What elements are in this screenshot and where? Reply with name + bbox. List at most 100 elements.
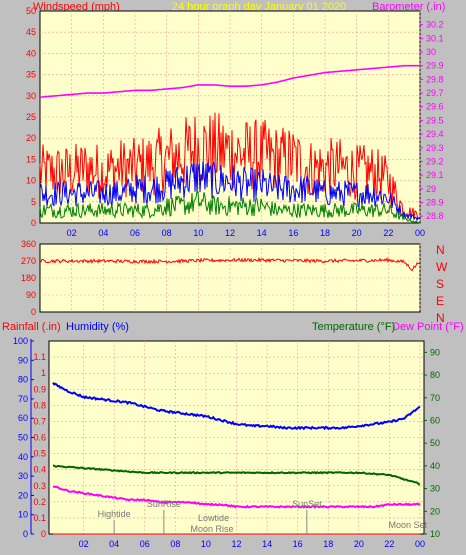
humidity-y-tick: 30 (18, 471, 28, 481)
event-label: Hightide (98, 509, 131, 519)
hum-temp-x-tick: 16 (293, 539, 303, 549)
temperature-y-tick: 20 (430, 506, 440, 516)
wind-y-tick: 20 (26, 133, 36, 143)
temperature-y-tick: 10 (430, 529, 440, 539)
compass-n: N (436, 311, 445, 325)
wind-series (39, 112, 421, 224)
wind-y-tick: 45 (26, 27, 36, 37)
dewpoint-line (52, 485, 421, 509)
hum-temp-grid (49, 341, 424, 534)
temperature-y-tick: 90 (430, 347, 440, 357)
direction-y-tick: 90 (26, 290, 36, 300)
direction-axis: 0 90 180 270 360 (21, 239, 36, 317)
wind-y-tick: 35 (26, 70, 36, 80)
hum-temp-x-tick: 10 (201, 539, 211, 549)
hum-temp-x-tick: 20 (354, 539, 364, 549)
direction-y-tick: 0 (31, 307, 36, 317)
wind-grid (40, 11, 421, 223)
hum-temp-x-tick: 02 (79, 539, 89, 549)
baro-y-tick: 30.1 (426, 33, 444, 43)
wind-x-tick: 04 (98, 228, 108, 238)
compass-w: W (436, 260, 448, 274)
wind-x-tick: 12 (225, 228, 235, 238)
wind-x-tick: 16 (288, 228, 298, 238)
wind-x-tick: 08 (162, 228, 172, 238)
direction-y-tick: 180 (21, 273, 36, 283)
rain-y-tick: 0.8 (33, 400, 46, 410)
rain-y-tick: 0.3 (33, 481, 46, 491)
baro-y-tick: 29.4 (426, 129, 444, 139)
wind-x-tick: 18 (320, 228, 330, 238)
wind-minimum-line (39, 190, 421, 224)
compass-e: E (436, 294, 444, 308)
temperature-y-tick: 70 (430, 393, 440, 403)
baro-y-tick: 29.9 (426, 61, 444, 71)
hum-temp-x-tick: 14 (262, 539, 272, 549)
compass-n: N (436, 243, 445, 257)
baro-y-tick: 29 (426, 184, 436, 194)
wind-y-tick: 10 (26, 176, 36, 186)
hum-temp-x-tick: 04 (109, 539, 119, 549)
rain-y-tick: 0.4 (33, 465, 46, 475)
rain-y-tick: 0 (41, 529, 46, 539)
event-label: Lowtide (198, 513, 229, 523)
baro-y-tick: 28.9 (426, 197, 444, 207)
direction-series (39, 256, 421, 272)
wind-x-tick: 00 (415, 228, 425, 238)
rain-y-tick: 0.6 (33, 433, 46, 443)
compass-s: S (436, 277, 444, 291)
temperature-y-tick: 40 (430, 461, 440, 471)
humidity-y-tick: 10 (18, 510, 28, 520)
hum-temp-x-tick: 08 (170, 539, 180, 549)
event-label: Moon Rise (191, 524, 234, 534)
wind-y-tick: 50 (26, 6, 36, 16)
rain-y-tick: 1 (41, 368, 46, 378)
rain-y-tick: 0.5 (33, 449, 46, 459)
barometer-axis: 28.8 28.9 29 29.1 29.2 29.3 29.4 29.5 29.6 29.7 29… (420, 20, 444, 221)
wind-x-tick: 02 (67, 228, 77, 238)
humidity-title: Humidity (%) (66, 321, 129, 333)
humidity-y-tick: 100 (13, 336, 28, 346)
wind-y-tick: 15 (26, 154, 36, 164)
rain-y-tick: 0.2 (33, 497, 46, 507)
wind-x-tick: 22 (383, 228, 393, 238)
humidity-y-tick: 0 (23, 529, 28, 539)
barometer-series (39, 64, 420, 98)
temperature-title: Temperature (°F) (312, 321, 395, 333)
humidity-y-tick: 60 (18, 413, 28, 423)
wind-y-tick: 0 (31, 218, 36, 228)
rain-y-tick: 0.9 (33, 384, 46, 394)
temperature-y-tick: 80 (430, 370, 440, 380)
temperature-line (53, 464, 421, 486)
direction-y-tick: 360 (21, 239, 36, 249)
baro-y-tick: 30.2 (426, 20, 444, 30)
wind-y-tick: 30 (26, 91, 36, 101)
hum-temp-x-tick: 18 (323, 539, 333, 549)
wind-average-line (39, 161, 421, 222)
baro-y-tick: 29.8 (426, 74, 444, 84)
date-title: 24 hour graph day January 01 2020 (172, 1, 346, 13)
wind-x-tick: 20 (352, 228, 362, 238)
event-label: Moon Set (389, 520, 428, 530)
direction-y-tick: 270 (21, 256, 36, 266)
wind-x-tick: 10 (193, 228, 203, 238)
humidity-y-tick: 50 (18, 433, 28, 443)
humidity-y-tick: 70 (18, 394, 28, 404)
hum-temp-x-tick: 00 (415, 539, 425, 549)
barometer-title: Barometer (.in) (372, 1, 445, 13)
temperature-y-tick: 50 (430, 438, 440, 448)
baro-y-tick: 29.5 (426, 115, 444, 125)
event-label: SunSet (292, 499, 322, 509)
baro-y-tick: 29.3 (426, 143, 444, 153)
baro-y-tick: 29.2 (426, 156, 444, 166)
humidity-y-tick: 90 (18, 355, 28, 365)
wind-gust-line (39, 112, 421, 220)
baro-y-tick: 29.7 (426, 88, 444, 98)
direction-line (39, 256, 421, 272)
hum-temp-x-tick: 12 (231, 539, 241, 549)
